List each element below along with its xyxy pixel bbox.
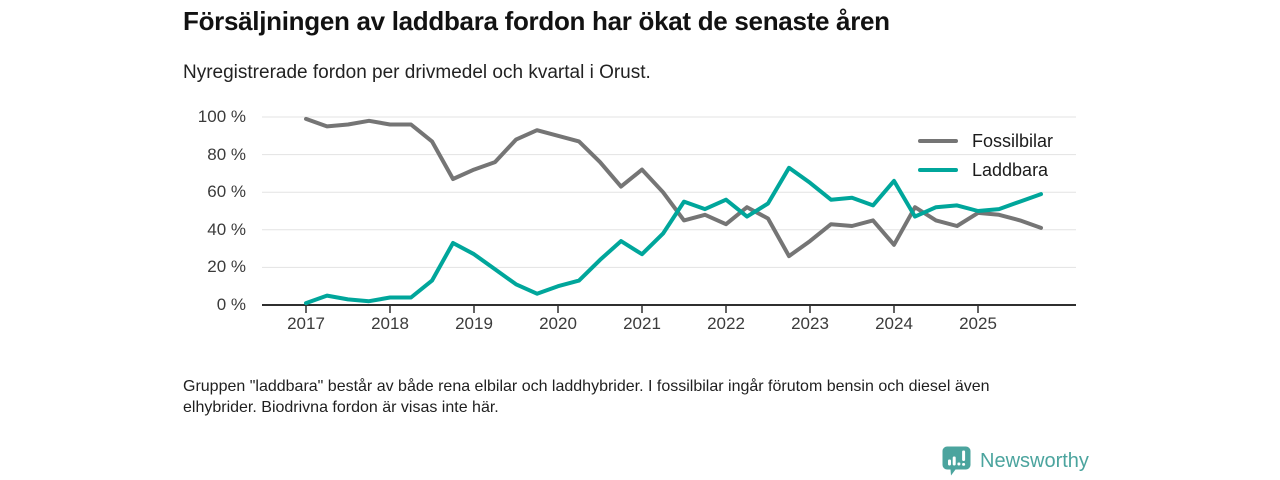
y-axis-label-80: 80 % bbox=[207, 144, 246, 164]
page-title: Försäljningen av laddbara fordon har öka… bbox=[183, 6, 890, 36]
legend-item-laddbara: Laddbara bbox=[918, 160, 1053, 180]
legend-label-laddbara: Laddbara bbox=[972, 159, 1049, 180]
chart-footnote: Gruppen "laddbara" består av både rena e… bbox=[183, 378, 990, 416]
x-axis-label-2020: 2020 bbox=[539, 314, 577, 333]
legend-label-fossilbilar: Fossilbilar bbox=[972, 130, 1054, 151]
y-axis-label-40: 40 % bbox=[207, 219, 246, 239]
x-axis-label-2019: 2019 bbox=[455, 314, 493, 333]
newsworthy-speech-bubble-chart-icon bbox=[942, 446, 971, 476]
y-axis-label-100: 100 % bbox=[197, 107, 246, 126]
x-axis-label-2024: 2024 bbox=[875, 314, 913, 333]
laddbara-line bbox=[304, 165, 1043, 306]
legend-item-fossilbilar: Fossilbilar bbox=[918, 131, 1053, 151]
newsworthy-logo-link[interactable]: Newsworthy bbox=[941, 445, 1089, 477]
chart-legend: Fossilbilar Laddbara bbox=[918, 131, 1053, 189]
x-axis-label-2023: 2023 bbox=[791, 314, 829, 333]
x-axis-label-2021: 2021 bbox=[623, 314, 661, 333]
chart-subtitle: Nyregistrerade fordon per drivmedel och … bbox=[183, 62, 651, 83]
newsworthy-logo-text: Newsworthy bbox=[980, 449, 1089, 472]
y-axis-label-60: 60 % bbox=[207, 182, 246, 202]
x-axis-label-2018: 2018 bbox=[371, 314, 409, 333]
x-axis-label-2025: 2025 bbox=[959, 314, 997, 333]
legend-swatch-laddbara bbox=[918, 167, 958, 173]
fossilbilar-line bbox=[304, 116, 1043, 259]
x-axis-label-2017: 2017 bbox=[287, 314, 325, 333]
x-axis-label-2022: 2022 bbox=[707, 314, 745, 333]
y-axis-label-20: 20 % bbox=[207, 257, 246, 277]
legend-swatch-fossilbilar bbox=[918, 138, 958, 144]
y-axis-label-0: 0 % bbox=[216, 295, 246, 314]
